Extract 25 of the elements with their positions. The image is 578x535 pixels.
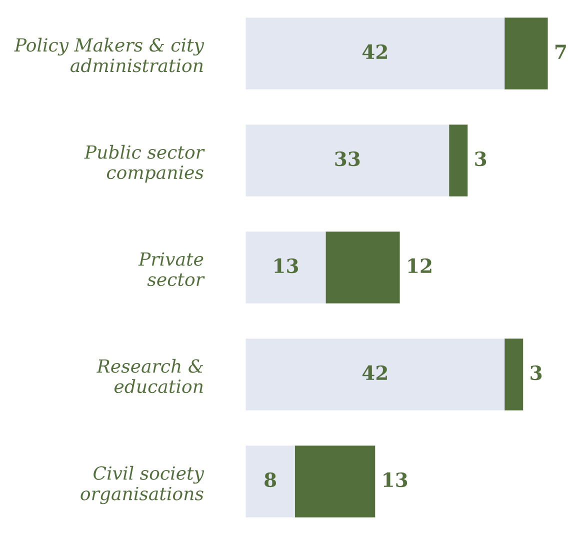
bar [246, 124, 450, 196]
bar [246, 18, 505, 90]
data-label: 42 [362, 365, 387, 380]
data-label: 12 [408, 258, 432, 273]
data-label: 3 [530, 365, 542, 380]
bar [294, 446, 376, 518]
data-label: 33 [335, 151, 360, 166]
data-label: 7 [555, 44, 566, 59]
bar [246, 338, 505, 410]
data-label: 3 [475, 151, 486, 166]
y-tick-label: Public sector companies [84, 144, 205, 183]
bar [246, 232, 326, 304]
data-label: 13 [274, 258, 298, 274]
y-tick-label: Research & education [96, 358, 203, 394]
y-tick-label: Policy Makers & city administration [14, 38, 204, 72]
y-tick-label: Private sector [138, 252, 205, 286]
bar [246, 446, 295, 518]
bar [504, 338, 524, 410]
data-label: 13 [384, 472, 408, 488]
y-tick-label: Civil society organisations [80, 466, 204, 504]
bar [326, 232, 400, 304]
data-label: 42 [362, 44, 387, 59]
bar [504, 18, 548, 90]
data-label: 8 [264, 472, 276, 488]
bar [449, 124, 468, 196]
